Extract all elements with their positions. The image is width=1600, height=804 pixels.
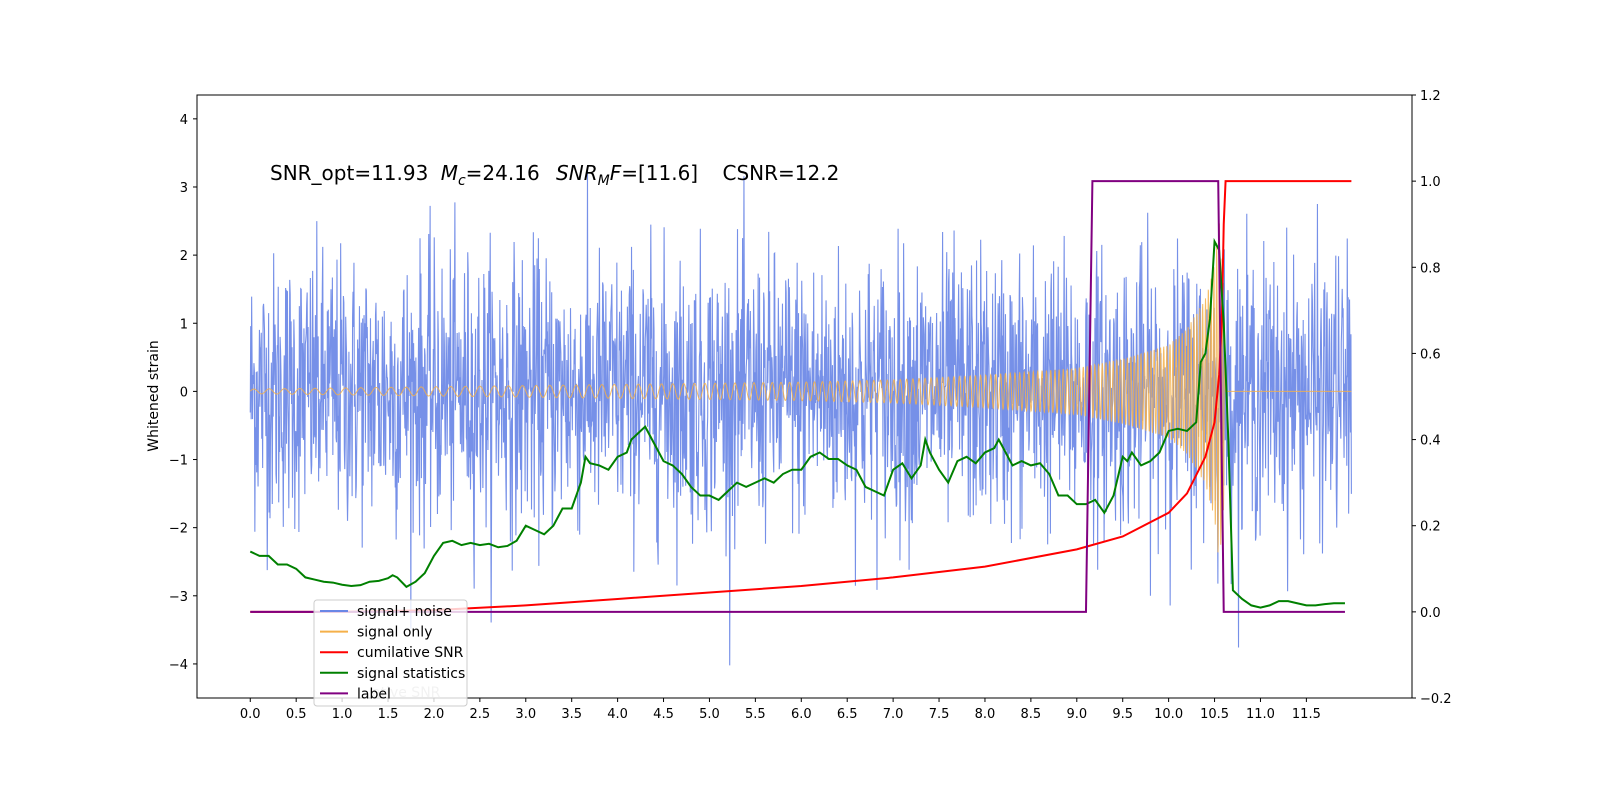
- x-tick-label: 11.5: [1292, 707, 1321, 722]
- title-snrmf-value: =[11.6]: [621, 161, 698, 185]
- y-right-tick-label: 0.2: [1420, 520, 1441, 535]
- x-tick-label: 9.0: [1066, 707, 1087, 722]
- legend-label: label: [357, 686, 391, 702]
- y-left-tick-label: 1: [180, 317, 188, 332]
- series-signal-statistics: [249, 237, 1345, 609]
- y-left-tick-label: 2: [180, 249, 188, 264]
- x-tick-label: 8.0: [975, 707, 996, 722]
- y-axis-label-left: Whitened strain: [146, 340, 162, 451]
- x-tick-label: 3.5: [561, 707, 582, 722]
- title-csnr: CSNR=12.2: [722, 161, 839, 185]
- plot-frame: [196, 94, 1413, 699]
- y-left-tick-label: 4: [180, 113, 188, 128]
- x-tick-label: 5.0: [699, 707, 720, 722]
- x-tick-label: 6.0: [791, 707, 812, 722]
- y-left-tick-label: −1: [169, 454, 188, 469]
- title-snr-opt: SNR_opt=11.93: [270, 161, 428, 185]
- y-right-tick-label: 0.4: [1420, 434, 1441, 449]
- x-tick-label: 7.5: [929, 707, 950, 722]
- x-tick-label: 11.0: [1246, 707, 1275, 722]
- y-left-tick-label: −2: [169, 522, 188, 537]
- x-tick-label: 3.0: [515, 707, 536, 722]
- legend-label: signal statistics: [357, 666, 465, 682]
- title-snrmf-f: F: [610, 161, 622, 185]
- legend-box: [313, 599, 468, 707]
- title-snrmf-symbol: SNR: [556, 161, 598, 185]
- legend-label: signal+ noise: [357, 604, 452, 620]
- title-mc-value: =24.16: [466, 161, 540, 185]
- x-tick-label: 8.5: [1021, 707, 1042, 722]
- title-mc-symbol: M: [441, 161, 458, 185]
- x-tick-label: 10.0: [1154, 707, 1183, 722]
- x-tick-label: 2.5: [470, 707, 491, 722]
- x-tick-label: 1.5: [378, 707, 399, 722]
- y-right-tick-label: 1.0: [1420, 175, 1441, 190]
- y-right-tick-label: 1.2: [1420, 89, 1441, 104]
- series-signal-noise: [249, 168, 1352, 666]
- legend-label: signal only: [357, 625, 432, 641]
- x-tick-label: 5.5: [745, 707, 766, 722]
- series-label: [250, 180, 1345, 613]
- legend-label: cumilative SNR: [357, 645, 464, 661]
- svg-text:SNR_opt=11.93 Mc=24.16: SNR_opt=11.93 Mc=24.16 SNRMF=[11.6] CSNR…: [270, 161, 839, 189]
- chart-title: SNR_opt=11.93 Mc=24.16 SNRMF=[11.6] CSNR…: [270, 161, 839, 189]
- x-tick-label: 1.0: [332, 707, 353, 722]
- y-right-tick-label: 0.0: [1420, 606, 1441, 621]
- y-left-tick-label: −4: [169, 658, 188, 673]
- y-right-tick-label: 0.6: [1420, 347, 1441, 362]
- plot-area: [249, 168, 1352, 666]
- x-tick-label: 7.0: [883, 707, 904, 722]
- x-tick-label: 10.5: [1200, 707, 1229, 722]
- x-tick-label: 0.0: [240, 707, 261, 722]
- y-left-tick-label: −3: [169, 590, 188, 605]
- title-snrmf-subscript: M: [598, 173, 610, 189]
- x-tick-label: 4.0: [607, 707, 628, 722]
- y-left-tick-label: 3: [180, 181, 188, 196]
- x-tick-label: 2.0: [424, 707, 445, 722]
- axes: 0.0 0.5 1.0 1.5 2.0 2.5 3.0 3.5 4.0 4.5 5.0 5.5 6.0 6…: [169, 89, 1452, 722]
- y-right-tick-label: 0.8: [1420, 261, 1441, 276]
- series-signal-only: [249, 223, 1352, 553]
- y-left-tick-label: 0: [180, 385, 188, 400]
- x-tick-label: 0.5: [286, 707, 307, 722]
- x-tick-label: 6.5: [837, 707, 858, 722]
- y-right-tick-label: −0.2: [1420, 692, 1452, 707]
- x-tick-label: 4.5: [653, 707, 674, 722]
- x-tick-label: 9.5: [1112, 707, 1133, 722]
- title-mc-subscript: c: [458, 173, 466, 189]
- series-cumulative-snr: [250, 180, 1352, 613]
